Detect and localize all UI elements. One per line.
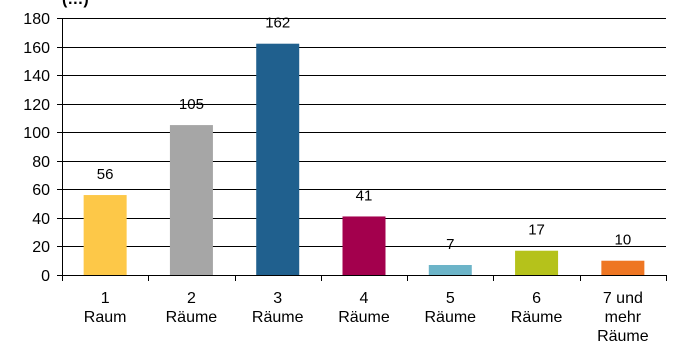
data-label: 17 (528, 222, 545, 239)
data-label: 105 (179, 96, 204, 113)
x-category-label: Räume (511, 309, 563, 326)
x-category-labels: 1 Raum 2 Räume 3 Räume 4 Räume 5 Räume 6 Räume 7 und… (84, 290, 649, 345)
x-category-label: Räume (424, 309, 476, 326)
y-tick-label: 80 (32, 154, 50, 171)
data-label: 162 (265, 15, 290, 32)
gridlines (62, 18, 666, 247)
data-label: 7 (446, 236, 454, 253)
x-category-label: 6 (532, 290, 541, 307)
y-tick-label: 120 (23, 97, 50, 114)
bars (83, 43, 645, 276)
y-tick-label: 0 (41, 268, 50, 285)
x-category-label: 5 (446, 290, 455, 307)
x-category-label: 2 (187, 290, 196, 307)
axes (57, 18, 667, 281)
bar (256, 43, 300, 276)
data-labels: 56 105 162 41 7 17 10 (97, 15, 631, 253)
bar (515, 250, 559, 275)
y-tick-label: 140 (23, 68, 50, 85)
y-tick-label: 40 (32, 211, 50, 228)
bar (83, 195, 127, 275)
x-category-label: Räume (338, 309, 390, 326)
bar (428, 265, 472, 275)
x-category-label: mehr (605, 309, 642, 326)
bar (169, 125, 213, 275)
data-label: 56 (97, 166, 114, 183)
y-tick-label: 160 (23, 40, 50, 57)
y-tick-labels: 0 20 40 60 80 100 120 140 160 180 (23, 11, 50, 285)
y-tick-label: 100 (23, 125, 50, 142)
x-category-label: Räume (597, 328, 649, 345)
bar (601, 260, 645, 275)
data-label: 41 (356, 187, 373, 204)
x-category-label: 4 (360, 290, 369, 307)
bar (342, 216, 386, 275)
x-category-label: 3 (273, 290, 282, 307)
x-category-label: Räume (252, 309, 304, 326)
x-category-label: Räume (166, 309, 218, 326)
x-category-label: 7 und (603, 290, 643, 307)
y-tick-label: 60 (32, 182, 50, 199)
x-category-label: 1 (101, 290, 110, 307)
data-label: 10 (615, 232, 632, 249)
y-tick-label: 180 (23, 11, 50, 28)
chart-title: (…) (62, 0, 89, 8)
x-category-label: Raum (84, 309, 127, 326)
y-tick-label: 20 (32, 239, 50, 256)
